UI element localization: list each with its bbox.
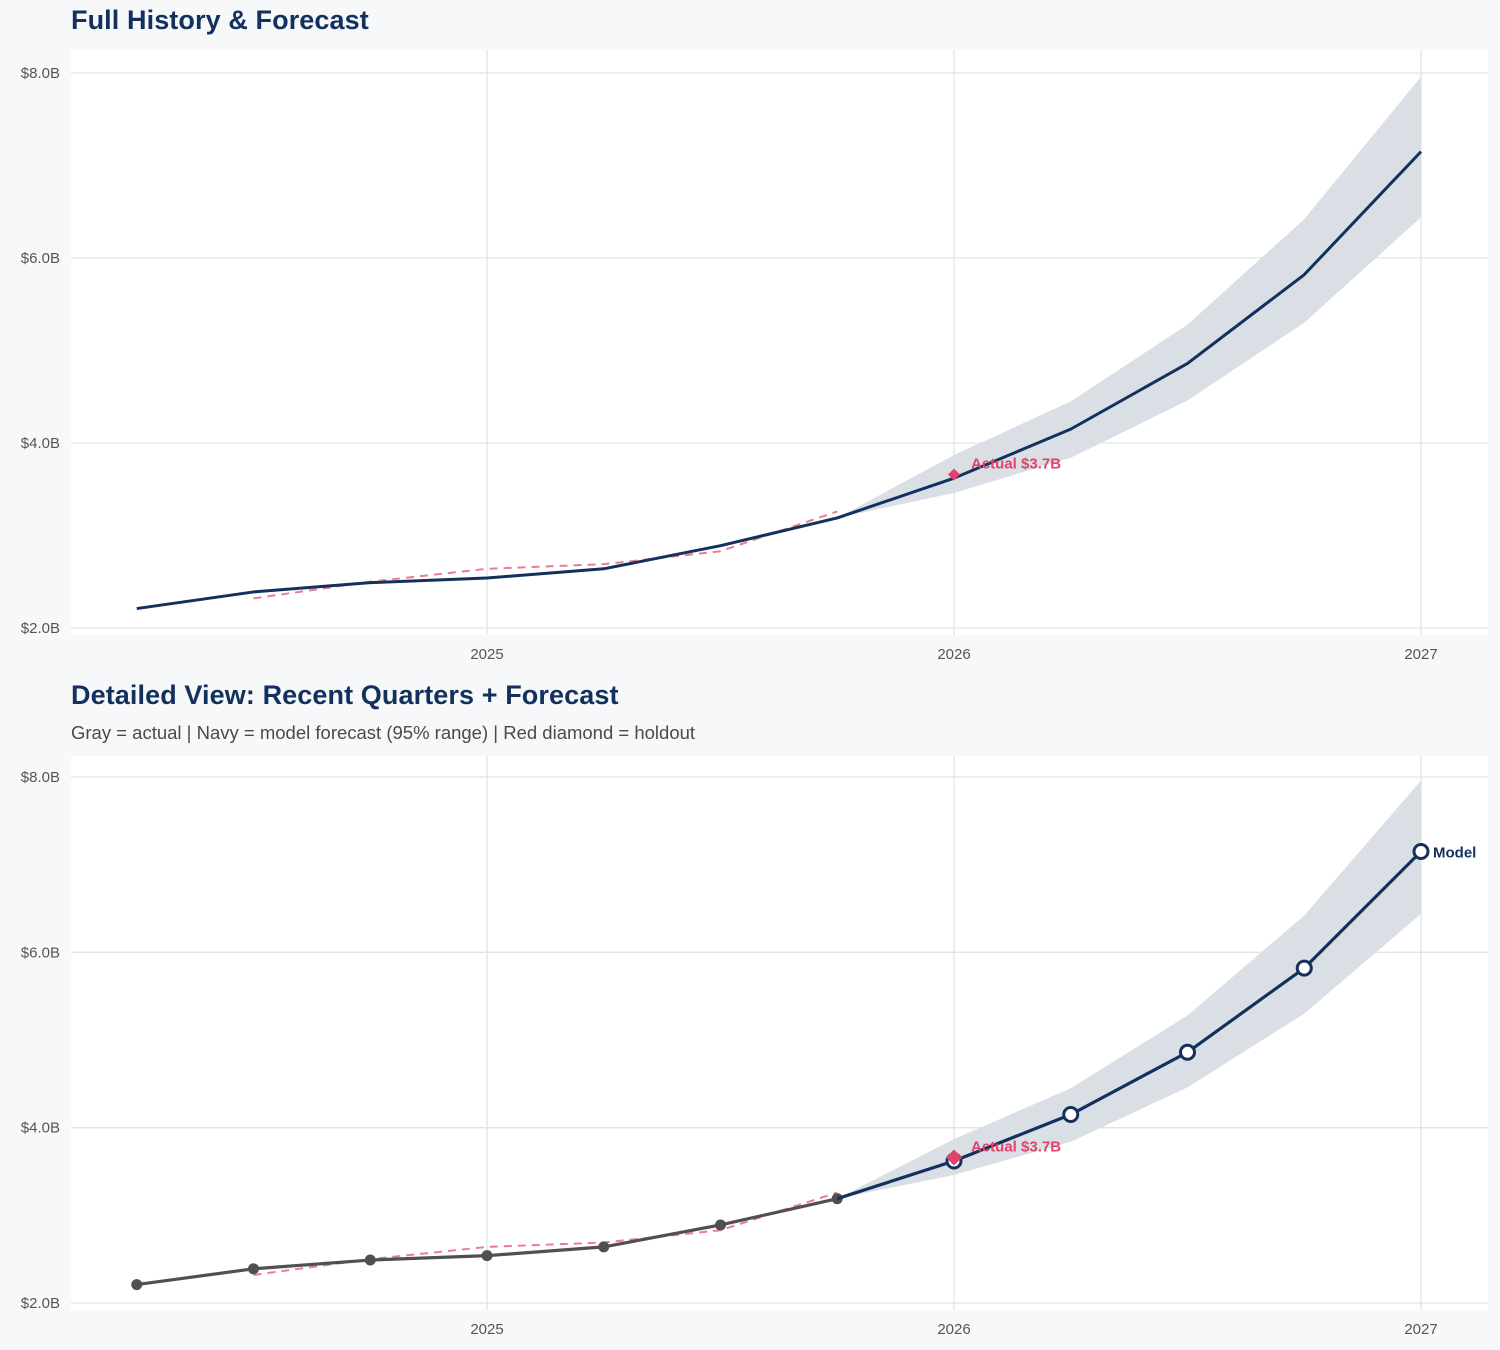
y-tick-label: $2.0B — [21, 1295, 60, 1312]
panel-title-full-history: Full History & Forecast — [71, 5, 369, 35]
x-tick-label: 2025 — [470, 646, 503, 663]
confidence-band — [837, 780, 1421, 1199]
x-tick-label: 2027 — [1404, 646, 1437, 663]
x-tick-label: 2026 — [937, 1321, 970, 1338]
panel-title-detailed-view: Detailed View: Recent Quarters + Forecas… — [71, 680, 619, 710]
forecast-point — [1412, 843, 1430, 861]
y-tick-label: $6.0B — [21, 250, 60, 267]
holdout-annotation: Actual $3.7B — [971, 1138, 1061, 1155]
x-tick-label: 2025 — [470, 1321, 503, 1338]
model-annotation: Model — [1433, 845, 1476, 862]
actual-point — [481, 1250, 493, 1262]
y-tick-label: $4.0B — [21, 435, 60, 452]
panel-subtitle-legend: Gray = actual | Navy = model forecast (9… — [71, 722, 696, 743]
y-tick-label: $4.0B — [21, 1120, 60, 1137]
model-line — [136, 150, 1423, 611]
actual-point — [248, 1263, 259, 1275]
x-tick-label: 2026 — [937, 646, 970, 663]
y-tick-label: $8.0B — [21, 769, 60, 786]
actual-point — [715, 1219, 726, 1231]
y-tick-label: $6.0B — [21, 944, 60, 961]
actual-point — [131, 1279, 143, 1291]
holdout-diamond-icon — [946, 1149, 962, 1166]
y-tick-label: $8.0B — [21, 65, 60, 82]
plot-area — [71, 756, 1488, 1310]
full-history-chart: $2.0B $4.0B $6.0B $8.0B 2025 2026 2027 Actual $… — [21, 50, 1488, 663]
actual-point — [598, 1241, 610, 1253]
forecast-point — [1295, 959, 1313, 977]
forecast-point — [1179, 1043, 1196, 1061]
actual-point — [364, 1254, 376, 1266]
y-tick-label: $2.0B — [21, 620, 60, 637]
forecast-point — [1062, 1106, 1080, 1124]
holdout-diamond-icon — [948, 468, 960, 481]
confidence-band — [837, 76, 1421, 518]
forecast-line — [836, 850, 1423, 1201]
x-tick-label: 2027 — [1404, 1321, 1437, 1338]
holdout-annotation: Actual $3.7B — [971, 455, 1061, 472]
